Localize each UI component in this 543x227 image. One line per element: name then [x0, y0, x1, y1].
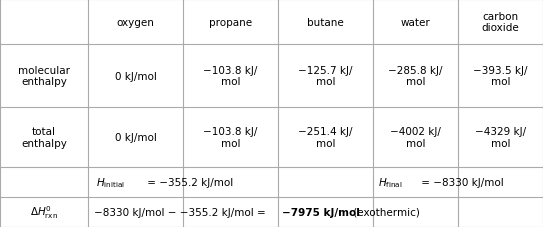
Text: carbon
dioxide: carbon dioxide: [482, 12, 519, 33]
Text: −251.4 kJ/
mol: −251.4 kJ/ mol: [298, 127, 353, 148]
Text: $\mathit{H}_{\rm initial}$: $\mathit{H}_{\rm initial}$: [96, 175, 125, 189]
Text: 0 kJ/mol: 0 kJ/mol: [115, 71, 156, 81]
Text: propane: propane: [209, 17, 252, 27]
Text: $\mathit{H}_{\rm final}$: $\mathit{H}_{\rm final}$: [378, 175, 403, 189]
Text: $\Delta H^0_{\rm rxn}$: $\Delta H^0_{\rm rxn}$: [30, 204, 58, 220]
Text: −8330 kJ/mol − −355.2 kJ/mol =: −8330 kJ/mol − −355.2 kJ/mol =: [94, 207, 269, 217]
Text: = −8330 kJ/mol: = −8330 kJ/mol: [418, 177, 504, 187]
Text: water: water: [401, 17, 431, 27]
Text: −4329 kJ/
mol: −4329 kJ/ mol: [475, 127, 526, 148]
Text: = −355.2 kJ/mol: = −355.2 kJ/mol: [144, 177, 233, 187]
Text: molecular
enthalpy: molecular enthalpy: [18, 65, 70, 87]
Text: 0 kJ/mol: 0 kJ/mol: [115, 132, 156, 142]
Text: (exothermic): (exothermic): [350, 207, 420, 217]
Text: −125.7 kJ/
mol: −125.7 kJ/ mol: [298, 65, 353, 87]
Text: butane: butane: [307, 17, 344, 27]
Text: −4002 kJ/
mol: −4002 kJ/ mol: [390, 127, 441, 148]
Text: −7975 kJ/mol: −7975 kJ/mol: [282, 207, 360, 217]
Text: −103.8 kJ/
mol: −103.8 kJ/ mol: [203, 127, 258, 148]
Text: total
enthalpy: total enthalpy: [21, 127, 67, 148]
Text: −103.8 kJ/
mol: −103.8 kJ/ mol: [203, 65, 258, 87]
Text: −285.8 kJ/
mol: −285.8 kJ/ mol: [388, 65, 443, 87]
Text: oxygen: oxygen: [117, 17, 154, 27]
Text: −393.5 kJ/
mol: −393.5 kJ/ mol: [473, 65, 528, 87]
